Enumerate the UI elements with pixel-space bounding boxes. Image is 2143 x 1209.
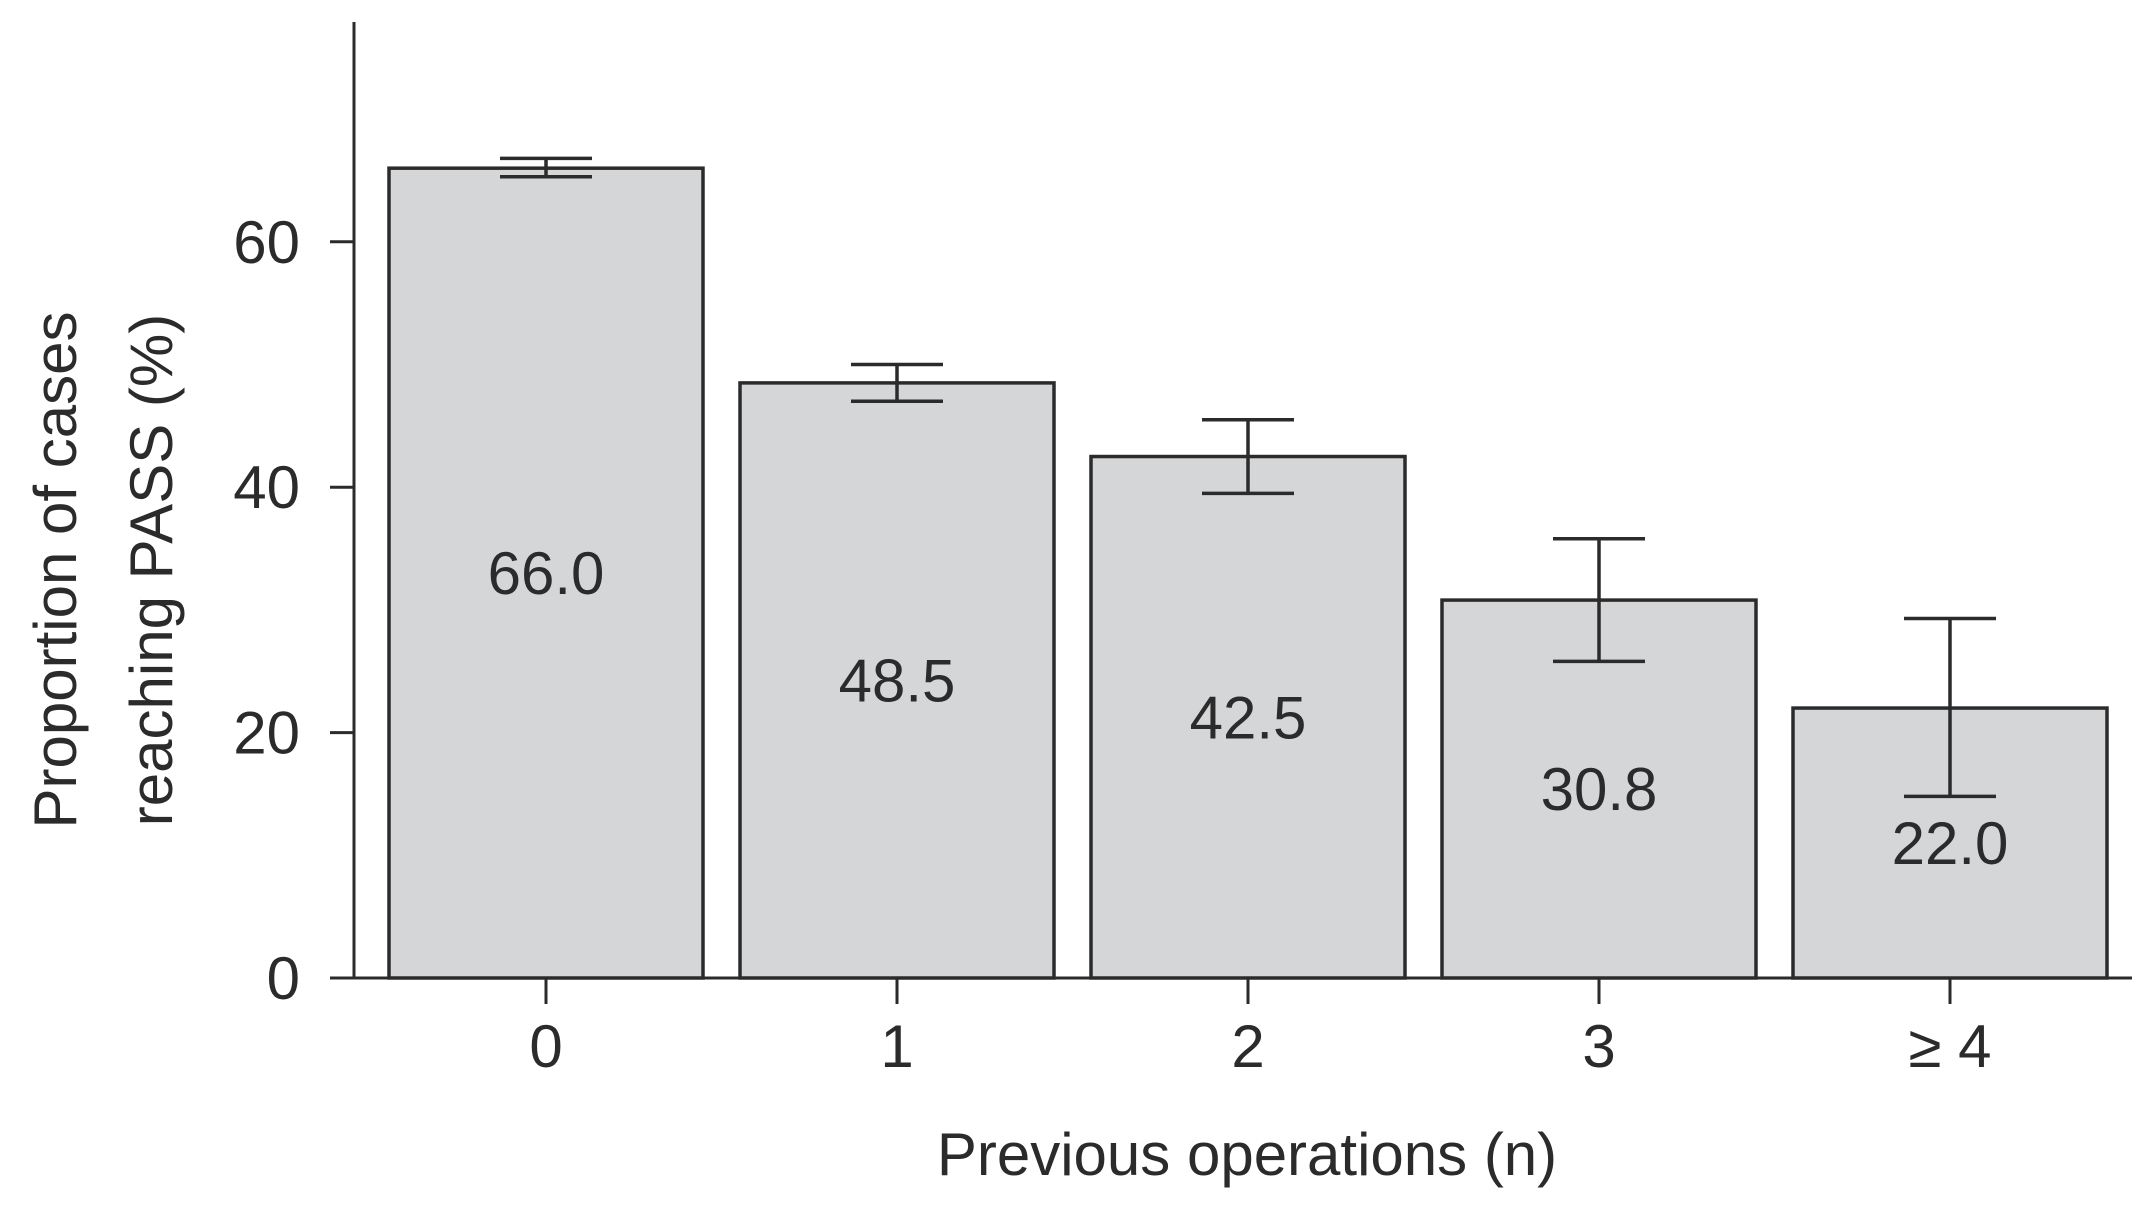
y-tick-label: 60 [233,209,300,276]
x-ticks-group: 0 1 2 3 ≥ 4 [529,978,1991,1080]
y-tick-label: 0 [267,945,300,1012]
y-tick-label: 20 [233,700,300,767]
y-axis-title-line-2: reaching PASS (%) [118,314,185,826]
x-tick-label: 1 [880,1013,913,1080]
y-axis-title: Proportion of cases reaching PASS (%) [22,312,185,829]
bar-value-label: 30.8 [1541,756,1658,823]
bar-labels-group: 66.0 48.5 42.5 30.8 22.0 [488,540,2009,877]
bars-group [387,166,2109,980]
x-tick-label: ≥ 4 [1909,1013,1992,1080]
error-bars-group [500,156,1996,799]
y-ticks-group: 0 20 40 60 [233,209,354,1012]
y-axis-title-line-1: Proportion of cases [22,312,89,829]
x-axis-title: Previous operations (n) [937,1121,1557,1188]
bar-value-label: 42.5 [1190,684,1307,751]
x-tick-label: 3 [1582,1013,1615,1080]
bar-value-label: 48.5 [839,647,956,714]
bar-value-label: 22.0 [1892,810,2009,877]
x-tick-label: 0 [529,1013,562,1080]
y-tick-label: 40 [233,454,300,521]
bar-value-label: 66.0 [488,540,605,607]
bar [387,166,705,980]
x-tick-label: 2 [1231,1013,1264,1080]
bar [738,381,1056,980]
